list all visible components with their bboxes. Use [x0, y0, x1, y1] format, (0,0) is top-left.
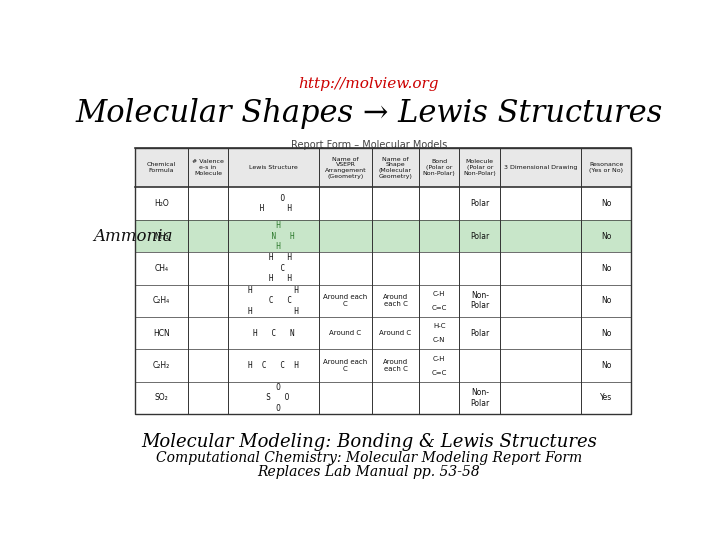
- Text: Molecular Modeling: Bonding & Lewis Structures: Molecular Modeling: Bonding & Lewis Stru…: [141, 433, 597, 451]
- Text: H
    N   H
  H: H N H H: [253, 221, 294, 251]
- Text: Bond
(Polar or
Non-Polar): Bond (Polar or Non-Polar): [423, 159, 456, 176]
- Text: Resonance
(Yes or No): Resonance (Yes or No): [589, 163, 624, 173]
- Text: Chemical
Formula: Chemical Formula: [147, 163, 176, 173]
- Text: Around C: Around C: [379, 330, 412, 336]
- Text: H   H
    C
   H   H: H H C H H: [255, 253, 292, 284]
- Text: HCN: HCN: [153, 329, 170, 338]
- Text: Around each
C: Around each C: [323, 294, 368, 307]
- Text: Yes: Yes: [600, 393, 613, 402]
- Text: Polar: Polar: [470, 232, 490, 240]
- Text: Polar: Polar: [470, 199, 490, 208]
- Text: Around
each C: Around each C: [383, 294, 408, 307]
- Text: No: No: [601, 296, 611, 305]
- Text: Lewis Structure: Lewis Structure: [249, 165, 298, 170]
- Text: C-H

C=C: C-H C=C: [431, 291, 447, 310]
- Text: H  C   C  H: H C C H: [248, 361, 299, 370]
- Text: 3 Dimensional Drawing: 3 Dimensional Drawing: [504, 165, 577, 170]
- Bar: [135, 220, 631, 252]
- Text: H-C

C-N: H-C C-N: [433, 323, 446, 343]
- Bar: [135, 148, 631, 187]
- Text: No: No: [601, 232, 611, 240]
- Text: Report Form – Molecular Models: Report Form – Molecular Models: [291, 140, 447, 150]
- Text: Around each
C: Around each C: [323, 359, 368, 372]
- Text: Molecular Shapes → Lewis Structures: Molecular Shapes → Lewis Structures: [76, 98, 662, 129]
- Text: No: No: [601, 264, 611, 273]
- Text: O
 H     H: O H H: [255, 194, 292, 213]
- Text: H   C   N: H C N: [253, 329, 294, 338]
- Text: Around
each C: Around each C: [383, 359, 408, 372]
- Text: Non-
Polar: Non- Polar: [470, 388, 490, 408]
- Text: No: No: [601, 199, 611, 208]
- Text: C-H

C=C: C-H C=C: [431, 355, 447, 375]
- Text: No: No: [601, 361, 611, 370]
- Text: http://molview.org: http://molview.org: [299, 77, 439, 91]
- Text: Computational Chemistry: Molecular Modeling Report Form: Computational Chemistry: Molecular Model…: [156, 451, 582, 464]
- Text: SO₂: SO₂: [154, 393, 168, 402]
- Text: O
  S   O
  O: O S O O: [258, 383, 290, 413]
- Text: Around C: Around C: [330, 330, 361, 336]
- Text: No: No: [601, 329, 611, 338]
- Text: H         H
   C   C
H         H: H H C C H H: [248, 286, 299, 316]
- Text: # Valence
e-s in
Molecule: # Valence e-s in Molecule: [192, 159, 224, 176]
- Text: Name of
Shape
(Molecular
Geometry): Name of Shape (Molecular Geometry): [379, 157, 413, 179]
- Text: Non-
Polar: Non- Polar: [470, 291, 490, 310]
- Text: Molecule
(Polar or
Non-Polar): Molecule (Polar or Non-Polar): [464, 159, 496, 176]
- Text: CH₄: CH₄: [154, 264, 168, 273]
- Text: H₂O: H₂O: [154, 199, 168, 208]
- Text: Name of
VSEPR
Arrangement
(Geometry): Name of VSEPR Arrangement (Geometry): [325, 157, 366, 179]
- Text: C₂H₂: C₂H₂: [153, 361, 170, 370]
- Text: NH₃: NH₃: [154, 232, 168, 240]
- Text: C₂H₄: C₂H₄: [153, 296, 170, 305]
- Text: Polar: Polar: [470, 329, 490, 338]
- Text: Ammonia: Ammonia: [93, 227, 172, 245]
- Text: Replaces Lab Manual pp. 53-58: Replaces Lab Manual pp. 53-58: [258, 465, 480, 479]
